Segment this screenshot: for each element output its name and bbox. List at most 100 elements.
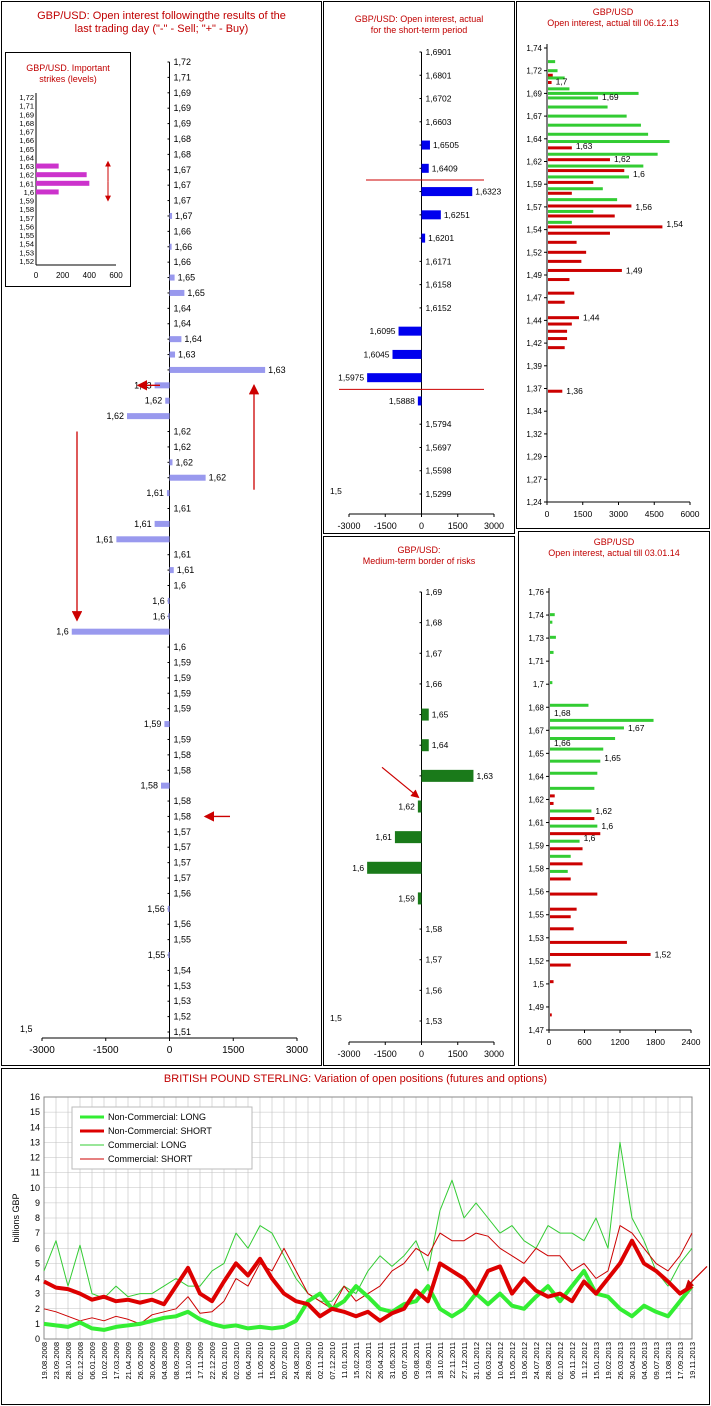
cot-y-tick-label: 15 <box>30 1107 40 1117</box>
oi-jan-bar <box>550 747 604 751</box>
main-level-label: 1,67 <box>174 180 192 190</box>
main-level-label: 1,61 <box>174 504 192 514</box>
oi-jan-bar <box>550 940 627 944</box>
oi-jan-level-annotation: 1,67 <box>628 723 645 733</box>
oi-dec-bar <box>548 60 556 64</box>
cot-x-tick-label: 02.03.2010 <box>232 1342 241 1380</box>
oi-jan-y-tick-label: 1,55 <box>528 911 544 920</box>
main-chart-title-line1: GBP/USD: Open interest followingthe resu… <box>37 10 286 22</box>
medium-term-chart-panel: GBP/USD: Medium-term border of risks -30… <box>323 536 515 1066</box>
cot-x-tick-label: 11.05.2010 <box>256 1342 265 1379</box>
oi-jan-bar <box>550 759 601 763</box>
inset-chart-title-line1: GBP/USD. Important <box>26 63 110 73</box>
main-level-label: 1,55 <box>174 935 192 945</box>
inset-y-tick-label: 1,64 <box>19 153 34 162</box>
main-bar <box>169 459 173 466</box>
short-bar <box>367 373 422 383</box>
cot-x-tick-label: 06.03.2012 <box>484 1342 493 1380</box>
oi-dec-bar <box>548 81 552 85</box>
cot-x-tick-label: 19.02.2013 <box>604 1342 613 1380</box>
inset-y-tick-label: 1,54 <box>19 240 34 249</box>
main-level-label: 1,56 <box>174 888 192 898</box>
oi-jan-bar <box>550 952 651 956</box>
oi-jan-y-tick-label: 1,64 <box>528 772 544 781</box>
main-level-label: 1,62 <box>174 427 192 437</box>
medium-term-chart-title-line1: GBP/USD: <box>397 545 441 555</box>
cot-x-tick-label: 15.02.2011 <box>352 1342 361 1379</box>
inset-x-tick-label: 0 <box>34 271 39 280</box>
oi-dec-x-tick-label: 6000 <box>681 509 700 519</box>
cot-y-tick-label: 2 <box>35 1304 40 1314</box>
main-level-label: 1,51 <box>174 1027 192 1037</box>
oi-jan-level-annotation: 1,62 <box>595 806 612 816</box>
oi-dec-bar <box>548 91 639 95</box>
oi-dec-bar <box>548 220 572 224</box>
medium-level-label: 1,65 <box>432 710 449 720</box>
oi-jan-bar <box>550 737 616 741</box>
oi-dec-bar <box>548 105 608 109</box>
short-term-chart-title-line2: for the short-term period <box>370 24 468 35</box>
oi-dec-x-tick-label: 0 <box>545 509 550 519</box>
oi-jan-bar <box>550 703 589 707</box>
oi-jan-y-tick-label: 1,56 <box>528 888 544 897</box>
main-level-label: 1,61 <box>177 565 195 575</box>
oi-jan-y-tick-label: 1,53 <box>528 934 544 943</box>
cot-x-tick-label: 10.04.2012 <box>496 1342 505 1380</box>
oi-dec-y-tick-label: 1,32 <box>526 430 542 439</box>
medium-bar <box>394 831 422 844</box>
medium-level-label: 1,61 <box>375 832 392 842</box>
oi-dec-bar <box>548 180 594 184</box>
medium-term-chart-svg: -3000 -1500 0 1500 3000 1,69 1,68 1,67 1,66 1,65 1… <box>330 587 504 1059</box>
cot-x-tick-label: 28.08.2012 <box>544 1342 553 1380</box>
main-level-label: 1,62 <box>145 396 163 406</box>
main-level-label: 1,62 <box>209 473 227 483</box>
oi-dec-y-tick-label: 1,44 <box>526 316 542 325</box>
main-level-label: 1,6 <box>152 596 165 606</box>
medium-level-label: 1,68 <box>426 618 443 628</box>
cot-x-tick-label: 22.11.2011 <box>448 1342 457 1378</box>
main-level-label: 1,68 <box>174 134 192 144</box>
oi-dec-bar <box>548 300 565 304</box>
main-level-label: 1,64 <box>174 319 192 329</box>
oi-jan-bar <box>550 915 571 919</box>
oi-dec-bar <box>548 96 599 100</box>
oi-dec-y-tick-label: 1,57 <box>526 203 542 212</box>
oi-dec-bar <box>548 73 553 77</box>
oi-jan-x-tick-label: 0 <box>547 1037 552 1047</box>
cot-y-tick-label: 12 <box>30 1153 40 1163</box>
medium-x-tick-label: -1500 <box>374 1049 397 1059</box>
cot-x-tick-label: 30.06.2009 <box>148 1342 157 1380</box>
medium-bar <box>421 739 429 752</box>
oi-dec-y-tick-label: 1,62 <box>526 158 542 167</box>
cot-x-tick-label: 09.07.2013 <box>652 1342 661 1380</box>
oi-dec-chart-panel: GBP/USD Open interest, actual till 06.12… <box>516 1 710 529</box>
cot-chart-title: BRITISH POUND STERLING: Variation of ope… <box>163 1073 548 1085</box>
main-level-label: 1,56 <box>174 919 192 929</box>
oi-dec-bar <box>548 198 618 202</box>
medium-bar <box>421 708 429 721</box>
inset-y-tick-label: 1,53 <box>19 248 34 257</box>
main-bar <box>169 336 182 343</box>
short-level-label: 1,6201 <box>428 233 454 243</box>
cot-y-tick-label: 3 <box>35 1289 40 1299</box>
cot-series-line <box>43 1238 694 1323</box>
cot-x-tick-label: 21.04.2009 <box>124 1342 133 1380</box>
oi-dec-y-tick-label: 1,59 <box>526 180 542 189</box>
cot-x-tick-label: 18.10.2011 <box>436 1342 445 1379</box>
main-level-label: 1,59 <box>174 688 192 698</box>
short-bar <box>417 396 422 406</box>
main-chart-svg: -3000 -1500 0 1500 30001,721,711,691,691,691… <box>20 57 309 1056</box>
oi-jan-bar <box>550 927 574 931</box>
short-level-label: 1,6505 <box>433 140 459 150</box>
main-level-label: 1,66 <box>175 242 193 252</box>
main-chart-panel: GBP/USD: Open interest followingthe resu… <box>1 1 322 1066</box>
main-level-label: 1,66 <box>174 226 192 236</box>
main-level-label: 1,65 <box>187 288 205 298</box>
main-level-label: 1,6 <box>174 580 187 590</box>
inset-y-tick-label: 1,67 <box>19 128 34 137</box>
oi-jan-y-tick-label: 1,7 <box>533 680 545 689</box>
main-level-label: 1,72 <box>174 57 192 67</box>
cot-y-tick-label: 9 <box>35 1198 40 1208</box>
inset-chart-title-line2: strikes (levels) <box>39 73 97 84</box>
inset-y-tick-label: 1,57 <box>19 214 34 223</box>
